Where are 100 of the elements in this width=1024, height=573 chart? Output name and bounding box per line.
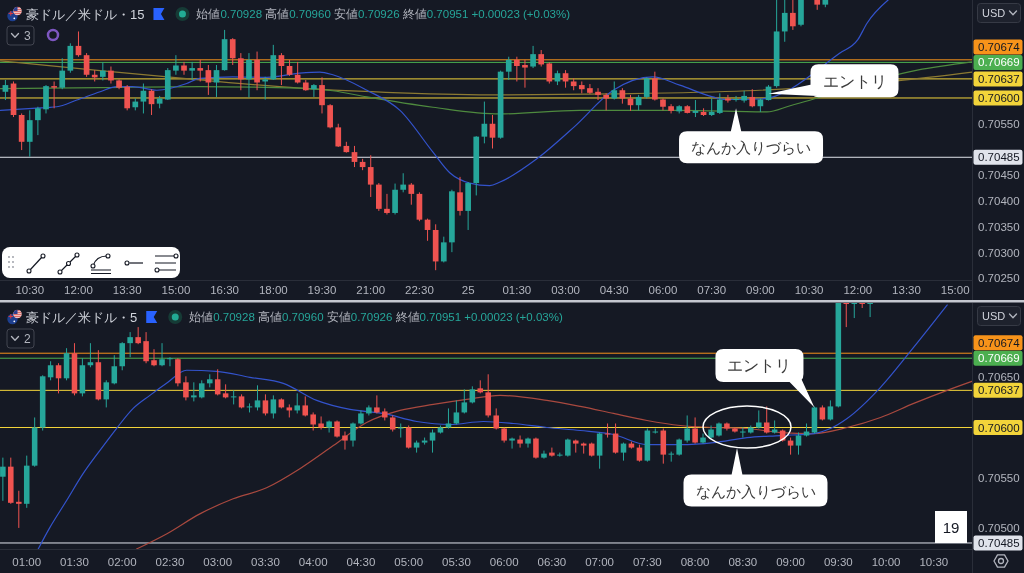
candlestick: [700, 433, 706, 445]
x-tick-label: 22:30: [405, 284, 434, 296]
candlestick: [262, 393, 269, 416]
annotation: 2: [24, 331, 31, 346]
x-tick-label: 02:30: [155, 556, 185, 568]
candlestick: [692, 416, 698, 445]
x-tick-label: 04:30: [599, 284, 629, 296]
candlestick: [565, 438, 571, 458]
y-tick-label: 0.70500: [978, 521, 1020, 534]
candlestick: [99, 61, 106, 81]
candlestick: [191, 381, 197, 402]
x-tick-label: 08:00: [680, 556, 710, 568]
x-tick-label: 04:00: [298, 556, 328, 568]
candlestick: [189, 61, 195, 81]
candlestick: [83, 52, 90, 78]
candlestick: [684, 414, 690, 444]
candlestick: [384, 193, 390, 216]
x-tick-label: 07:30: [632, 556, 662, 568]
candlestick: [505, 56, 512, 81]
candlestick: [326, 419, 332, 434]
candlestick: [213, 64, 220, 98]
candlestick: [522, 59, 528, 89]
candlestick: [781, 0, 788, 43]
candlestick: [397, 422, 404, 439]
x-tick-label: 25: [461, 284, 475, 296]
candlestick: [43, 84, 49, 114]
candlestick: [262, 76, 269, 101]
x-tick-label: 12:00: [64, 284, 93, 296]
candlestick: [733, 95, 739, 103]
candlestick: [668, 451, 675, 463]
candlestick: [457, 176, 463, 217]
candlestick: [400, 172, 407, 193]
candlestick: [181, 61, 187, 76]
ref-line-label: 0.70600: [978, 421, 1020, 434]
candlestick: [197, 59, 204, 82]
x-tick-label: 09:00: [746, 284, 775, 296]
x-tick-label: 10:30: [794, 284, 824, 296]
candlestick: [716, 92, 723, 115]
x-tick-label: 04:30: [346, 556, 376, 568]
x-tick-label: 10:30: [919, 556, 949, 568]
candlestick: [408, 182, 415, 206]
y-tick-label: 0.70550: [978, 471, 1020, 484]
candlestick: [546, 61, 553, 85]
candlestick: [159, 342, 165, 367]
text: 始値0.70928 高値0.70960 安値0.70926 終値0.70951 +0.00023 (+0.03%): [189, 310, 563, 323]
candlestick: [342, 431, 348, 451]
y-tick-label: 0.70550: [978, 117, 1020, 130]
x-tick-label: 07:00: [585, 556, 615, 568]
ref-line-label: 0.70485: [978, 151, 1020, 164]
candlestick: [59, 57, 66, 90]
candlestick: [611, 80, 618, 101]
x-tick-label: 13:30: [892, 284, 921, 296]
x-tick-label: 02:00: [107, 556, 137, 568]
x-tick-label: 06:30: [537, 556, 567, 568]
candlestick: [2, 79, 9, 101]
candlestick: [311, 83, 317, 98]
candlestick: [405, 425, 412, 450]
text: 豪ドル／米ドル・15: [26, 6, 145, 22]
candlestick: [350, 421, 356, 448]
candlestick: [103, 379, 110, 408]
candlestick: [549, 447, 555, 458]
candlestick: [327, 103, 333, 129]
candlestick: [374, 394, 380, 414]
candlestick: [525, 437, 531, 449]
candlestick: [229, 37, 236, 66]
candlestick: [124, 84, 131, 111]
text: 豪ドル／米ドル・5: [26, 309, 138, 325]
candlestick: [763, 405, 770, 435]
candlestick: [756, 409, 762, 430]
x-tick-label: 06:00: [489, 556, 519, 568]
candlestick: [493, 407, 499, 431]
candlestick: [183, 375, 189, 401]
x-tick-label: 06:00: [648, 284, 678, 296]
candlestick: [318, 415, 324, 431]
candlestick: [294, 392, 301, 414]
candlestick: [652, 71, 658, 102]
x-tick-label: 09:00: [776, 556, 805, 568]
candlestick: [205, 64, 212, 96]
x-tick-label: 03:00: [551, 284, 580, 296]
candlestick: [790, 0, 796, 31]
y-tick-label: 0.70650: [978, 371, 1020, 384]
x-tick-label: 18:00: [258, 284, 288, 296]
candlestick: [740, 427, 746, 439]
x-tick-label: 13:30: [112, 284, 142, 296]
candlestick: [16, 490, 22, 529]
candlestick: [367, 154, 374, 198]
ref-line-label: 0.70674: [978, 336, 1021, 349]
candlestick: [485, 373, 491, 418]
x-tick-label: 10:30: [15, 284, 45, 296]
candlestick: [198, 379, 205, 399]
x-tick-label: 16:30: [210, 284, 239, 296]
candlestick: [127, 331, 133, 358]
candlestick: [35, 106, 41, 136]
x-tick-label: 19:30: [307, 284, 337, 296]
x-tick-label: 07:30: [697, 284, 727, 296]
candlestick: [254, 384, 261, 411]
x-tick-label: 05:30: [442, 556, 471, 568]
ref-line-label: 0.70637: [978, 384, 1020, 397]
candlestick: [0, 457, 6, 502]
candlestick: [453, 399, 460, 425]
